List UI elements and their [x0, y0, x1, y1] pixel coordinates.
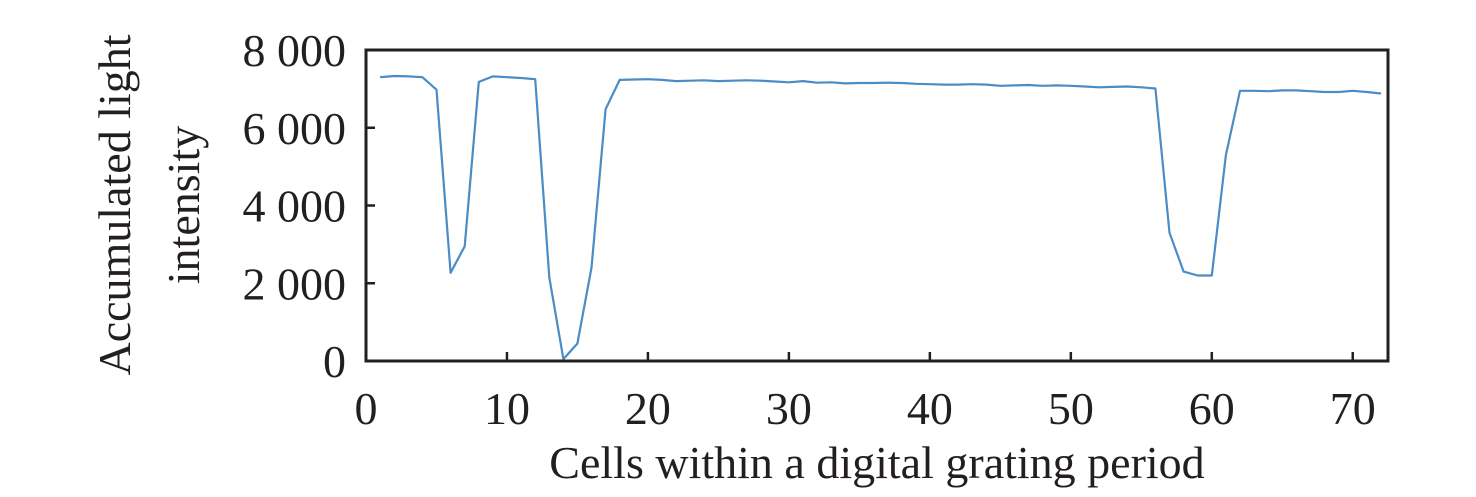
- y-tick-label: 8 000: [243, 25, 347, 76]
- x-axis-title: Cells within a digital grating period: [549, 437, 1204, 488]
- x-tick-label: 60: [1189, 383, 1235, 434]
- y-tick-label: 6 000: [243, 103, 347, 154]
- ticks-layer: [364, 48, 1355, 363]
- tick-labels: 0 10 20 30 40 50 60 70 0 2 000 4 000 6 000 8 000: [243, 25, 1376, 434]
- x-tick-label: 50: [1048, 383, 1094, 434]
- y-tick-label: 2 000: [243, 258, 347, 309]
- x-tick-label: 10: [484, 383, 530, 434]
- series-line: [380, 74, 1382, 361]
- y-tick-label: 0: [323, 336, 346, 387]
- plot-frame: [364, 48, 1390, 363]
- x-tick-label: 0: [355, 383, 378, 434]
- x-tick-label: 40: [907, 383, 953, 434]
- y-axis-title-line2: intensity: [158, 126, 209, 284]
- y-axis-title-line1: Accumulated light: [89, 34, 140, 375]
- x-tick-label: 70: [1330, 383, 1376, 434]
- y-tick-label: 4 000: [243, 181, 347, 232]
- x-tick-label: 20: [625, 383, 671, 434]
- x-tick-label: 30: [766, 383, 812, 434]
